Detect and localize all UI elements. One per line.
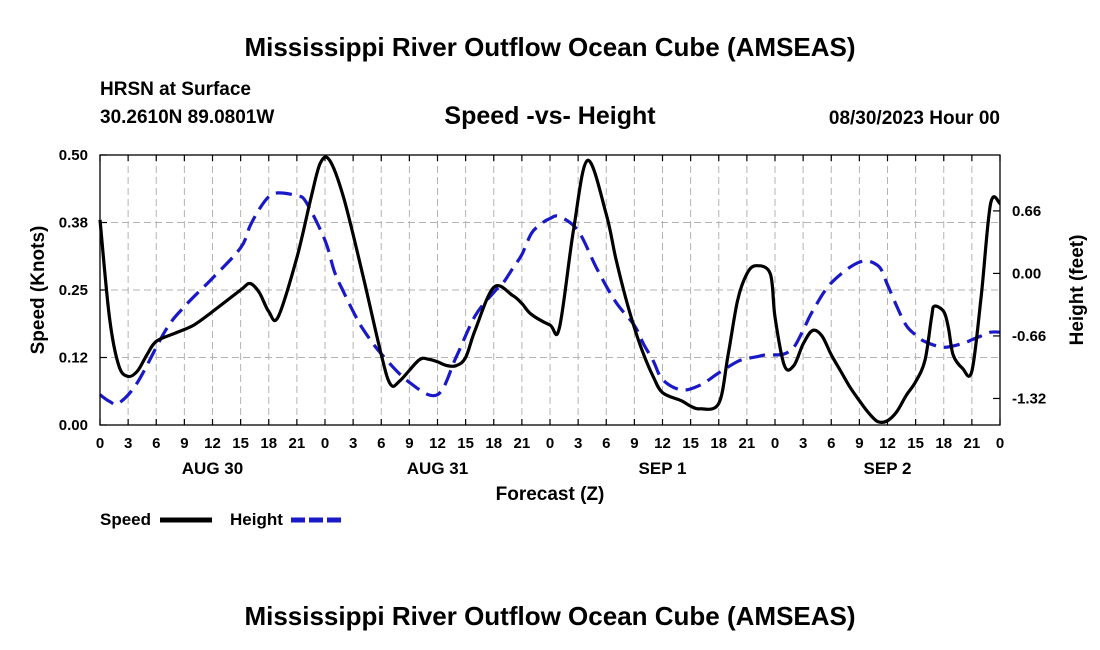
x-tick-label: 0 — [771, 435, 779, 452]
coordinates-label: 30.2610N 89.0801W — [100, 107, 274, 128]
x-tick-label: 3 — [799, 435, 807, 452]
day-label: SEP 2 — [864, 459, 912, 478]
station-label: HRSN at Surface — [100, 79, 251, 100]
x-tick-label: 3 — [124, 435, 132, 452]
x-tick-label: 12 — [879, 435, 896, 452]
legend-height-label: Height — [230, 510, 283, 529]
y-left-tick-label: 0.12 — [59, 350, 88, 367]
x-tick-label: 12 — [429, 435, 446, 452]
y-left-tick-label: 0.00 — [59, 417, 88, 434]
x-tick-label: 0 — [96, 435, 104, 452]
x-axis-label: Forecast (Z) — [496, 484, 605, 505]
run-time-label: 08/30/2023 Hour 00 — [829, 108, 1000, 129]
y-axis-left-label: Speed (Knots) — [28, 226, 49, 355]
chart-subtitle: Speed -vs- Height — [444, 102, 656, 130]
x-tick-label: 6 — [377, 435, 385, 452]
x-tick-label: 3 — [574, 435, 582, 452]
y-right-tick-label: 0.00 — [1012, 265, 1041, 282]
x-tick-label: 0 — [996, 435, 1004, 452]
chart-title: Mississippi River Outflow Ocean Cube (AM… — [244, 32, 855, 62]
x-tick-label: 15 — [682, 435, 699, 452]
x-tick-label: 6 — [602, 435, 610, 452]
day-label: SEP 1 — [639, 459, 687, 478]
x-tick-label: 18 — [260, 435, 277, 452]
y-right-tick-label: -1.32 — [1012, 390, 1046, 407]
x-tick-label: 12 — [204, 435, 221, 452]
x-tick-label: 0 — [546, 435, 554, 452]
x-tick-label: 9 — [405, 435, 413, 452]
x-tick-label: 18 — [710, 435, 727, 452]
grid-lines — [100, 155, 1000, 425]
x-tick-label: 18 — [485, 435, 502, 452]
x-tick-label: 9 — [180, 435, 188, 452]
y-axis-right-label: Height (feet) — [1067, 235, 1088, 346]
day-label: AUG 31 — [407, 459, 468, 478]
legend: Speed Height — [100, 510, 343, 529]
day-label: AUG 30 — [182, 459, 243, 478]
y-left-tick-label: 0.25 — [59, 282, 88, 299]
x-tick-label: 21 — [964, 435, 981, 452]
x-tick-label: 12 — [654, 435, 671, 452]
plot-series — [98, 155, 1002, 425]
x-tick-label: 21 — [289, 435, 306, 452]
y-right-tick-label: 0.66 — [1012, 203, 1041, 220]
axes: 0 3 6 9 12 15 18 21 0 3 6 9 12 15 18 21 0 3 6 9 12 15 18 21 0 3 6 9… — [59, 147, 1046, 478]
x-tick-label: 18 — [935, 435, 952, 452]
x-tick-label: 21 — [514, 435, 531, 452]
x-tick-label: 0 — [321, 435, 329, 452]
series-line-speed — [98, 155, 1002, 425]
y-left-tick-label: 0.50 — [59, 147, 88, 164]
x-tick-label: 3 — [349, 435, 357, 452]
x-tick-label: 9 — [630, 435, 638, 452]
x-tick-label: 6 — [152, 435, 160, 452]
x-tick-label: 15 — [907, 435, 924, 452]
x-tick-label: 15 — [457, 435, 474, 452]
x-tick-label: 21 — [739, 435, 756, 452]
y-left-tick-label: 0.38 — [59, 215, 88, 232]
series-line-height — [99, 191, 1001, 407]
footer-title: Mississippi River Outflow Ocean Cube (AM… — [244, 601, 855, 631]
x-tick-label: 15 — [232, 435, 249, 452]
legend-speed-label: Speed — [100, 510, 151, 529]
x-tick-label: 9 — [855, 435, 863, 452]
y-right-tick-label: -0.66 — [1012, 328, 1046, 345]
x-tick-label: 6 — [827, 435, 835, 452]
